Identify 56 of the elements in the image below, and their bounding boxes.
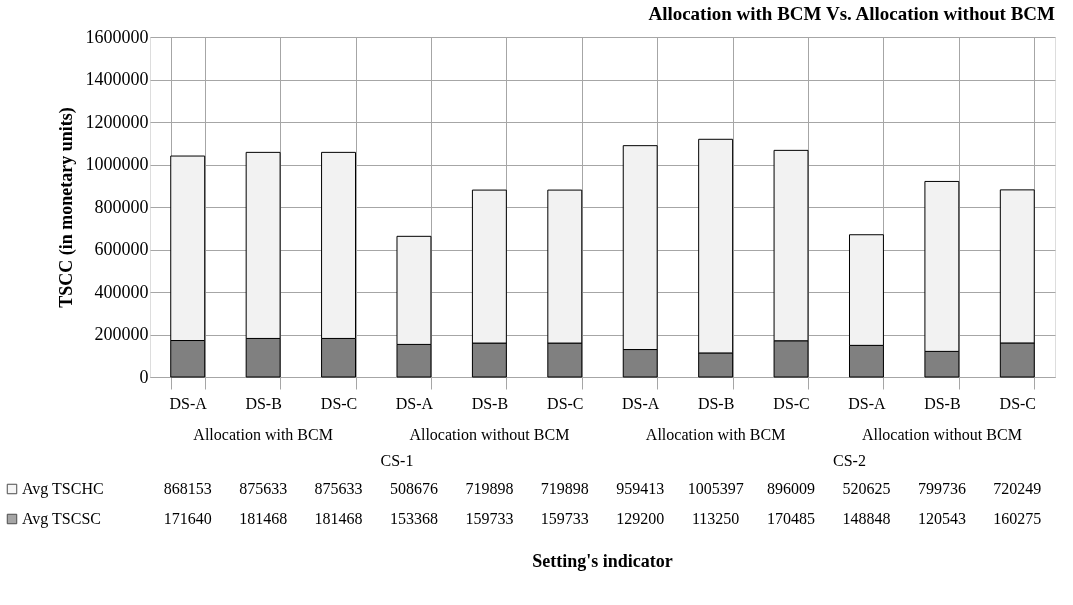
- legend-label: Avg TSCSC: [22, 510, 101, 528]
- data-label: 868153: [163, 480, 212, 497]
- x-tick-label: DS-C: [320, 394, 358, 412]
- y-tick-label: 1200000: [85, 111, 149, 132]
- text: Allocation with BCM: [645, 426, 786, 443]
- data-label: 959413: [616, 480, 665, 497]
- y-tick-label: 1000000: [85, 154, 149, 174]
- y-tick-label: 200000: [94, 324, 149, 344]
- data-label: 159733: [465, 510, 514, 527]
- text: Allocation without BCM: [861, 426, 1022, 443]
- data-label: 720249: [993, 480, 1042, 497]
- data-label: 875633: [314, 480, 363, 497]
- y-tick-label: 1400000: [85, 69, 149, 89]
- legend-label: Avg TSCHC: [22, 480, 104, 498]
- data-label: 875633: [239, 480, 288, 497]
- text: Allocation without BCM: [409, 426, 570, 443]
- data-label: 719898: [465, 480, 514, 497]
- x-tick-label: DS-A: [169, 394, 208, 412]
- chart-title: Allocation with BCM Vs. Allocation without BCM: [648, 3, 1056, 24]
- y-tick-label: 600000: [94, 239, 149, 259]
- data-label: 160275: [993, 510, 1042, 527]
- data-label: 170485: [767, 510, 816, 527]
- text: CS-2: [833, 452, 866, 469]
- x-tick-label: DS-B: [924, 394, 961, 412]
- data-label: 508676: [389, 480, 438, 497]
- x-tick-label: DS-A: [395, 394, 434, 412]
- data-label: 181468: [239, 510, 288, 527]
- data-label: 181468: [314, 510, 363, 527]
- text: Setting's indicator: [532, 551, 673, 571]
- y-axis-title: TSCC (in monetary units): [55, 107, 77, 308]
- data-label: 896009: [767, 480, 816, 497]
- y-tick-label: 800000: [94, 196, 149, 217]
- x-tick-label: DS-B: [245, 394, 282, 412]
- y-tick-label: 0: [139, 366, 149, 387]
- data-label: 120543: [917, 510, 966, 527]
- x-tick-label: DS-C: [547, 394, 584, 412]
- data-label: 520625: [842, 480, 891, 497]
- data-label: 159733: [540, 510, 589, 527]
- data-label: 148848: [842, 510, 891, 527]
- text: Allocation with BCM: [193, 426, 333, 443]
- y-tick-label: 400000: [94, 281, 149, 302]
- x-tick-label: DS-A: [622, 394, 660, 412]
- text: CS-1: [380, 452, 414, 469]
- x-tick-label: DS-B: [697, 394, 735, 412]
- x-tick-label: DS-C: [773, 394, 810, 412]
- y-tick-label: 1600000: [85, 26, 149, 47]
- data-label: 153368: [389, 510, 438, 527]
- data-label: 799736: [917, 480, 966, 497]
- data-label: 1005397: [687, 480, 744, 497]
- x-tick-label: DS-B: [471, 394, 509, 412]
- data-label: 171640: [163, 510, 212, 527]
- data-label: 719898: [540, 480, 589, 497]
- data-label: 129200: [616, 510, 665, 527]
- x-tick-label: DS-A: [848, 394, 887, 412]
- x-tick-label: DS-C: [999, 394, 1037, 412]
- data-label: 113250: [691, 510, 740, 527]
